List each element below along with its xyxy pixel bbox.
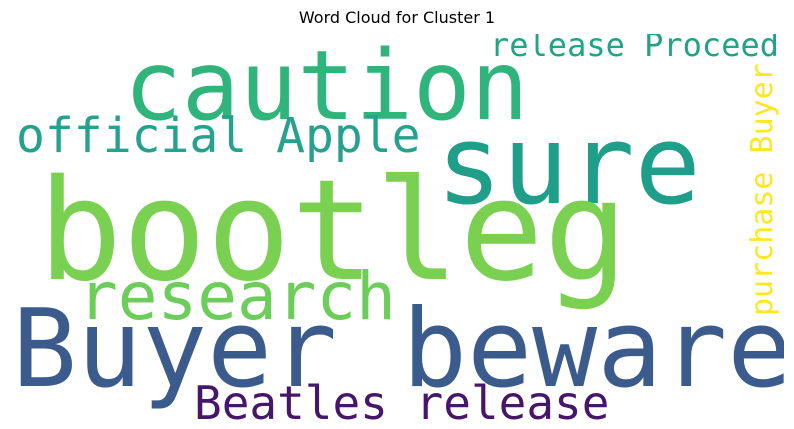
word-caution: caution	[124, 34, 529, 142]
word-cloud: caution sure official Apple release Proc…	[10, 34, 784, 421]
word-buyer-beware: Buyer beware	[12, 287, 784, 412]
word-research: research	[78, 258, 396, 335]
word-official-apple: official Apple	[16, 108, 421, 164]
word-bootleg: bootleg	[38, 150, 629, 313]
word-beatles-release: Beatles release	[194, 376, 610, 421]
word-release-proceed: release Proceed	[490, 34, 779, 64]
word-purchase-buyer: purchase Buyer	[745, 63, 780, 316]
figure-title: Word Cloud for Cluster 1	[298, 8, 496, 27]
word-sure: sure	[436, 101, 701, 229]
